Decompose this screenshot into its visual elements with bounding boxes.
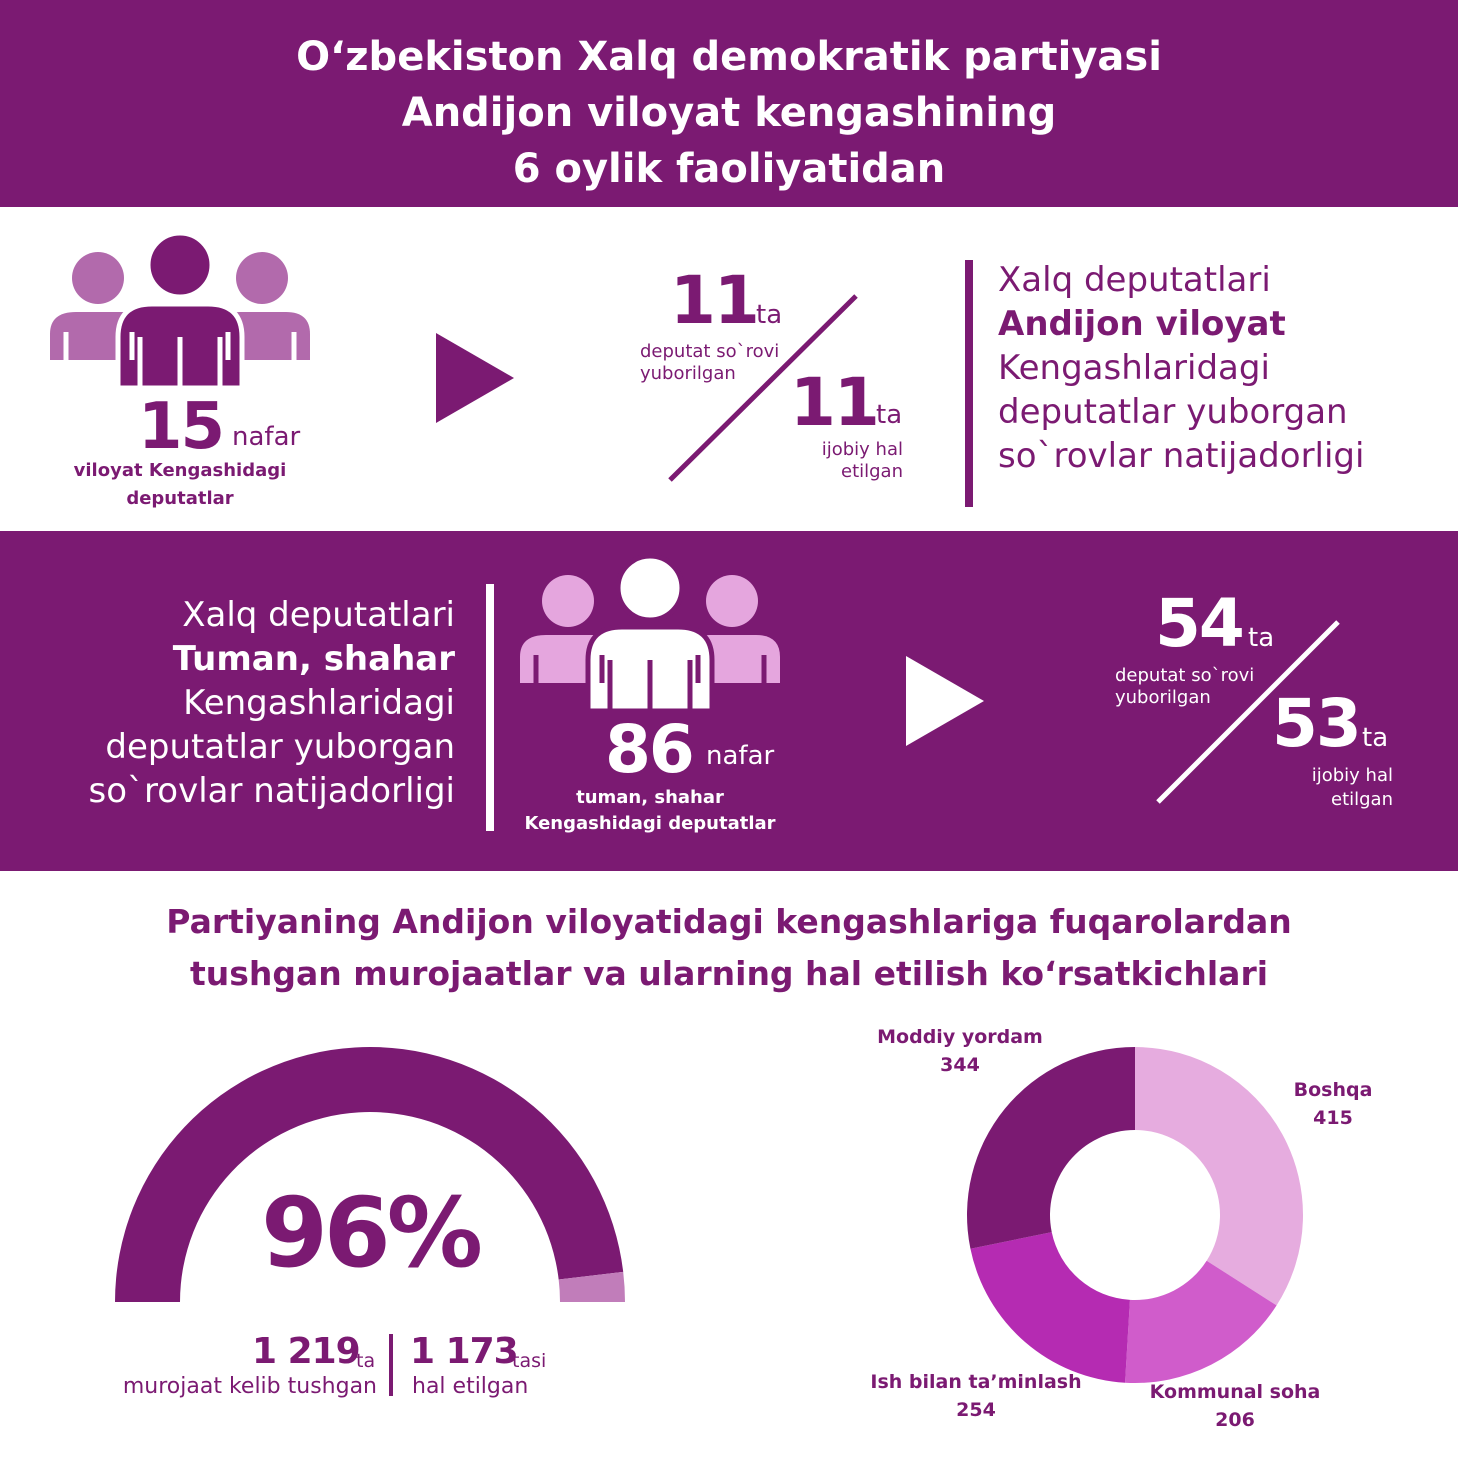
pie-label-ish-bilan: Ish bilan ta’minlash 254 — [856, 1368, 1096, 1424]
vertical-divider — [965, 260, 973, 507]
district-desc-line-4: deputatlar yuborgan — [105, 727, 455, 767]
regional-desc-line-2: Andijon viloyat — [998, 304, 1286, 344]
district-requests-sent-label-1: deputat so`rovi — [1115, 665, 1255, 686]
pie-slice-ish-bilan — [970, 1232, 1130, 1383]
regional-deputies-count: 15 — [138, 390, 225, 464]
regional-requests-solved-label-2: etilgan — [841, 461, 903, 482]
regional-requests-sent-unit: ta — [756, 300, 783, 330]
person-icon-lines — [533, 655, 767, 711]
pie-label-kommunal-soha: Kommunal soha 206 — [1130, 1378, 1340, 1434]
district-requests-solved-label-1: ijobiy hal — [1311, 765, 1393, 786]
regional-requests-solved-unit: ta — [876, 400, 903, 430]
district-requests-solved-unit: ta — [1362, 723, 1389, 753]
arrow-right-icon — [906, 656, 984, 746]
regional-requests-solved-label-1: ijobiy hal — [821, 439, 903, 460]
regional-requests-sent-label-2: yuborilgan — [640, 363, 736, 384]
page-title-line-1: O‘zbekiston Xalq demokratik partiyasi — [296, 34, 1162, 80]
appeals-resolved-unit: tasi — [512, 1350, 547, 1372]
gauge-arc-remaining — [558, 1271, 625, 1302]
regional-requests-sent-label-1: deputat so`rovi — [640, 341, 780, 362]
pie-label-ish-bilan-name: Ish bilan ta’minlash — [870, 1371, 1082, 1393]
pie-slice-boshqa — [1135, 1047, 1303, 1306]
pie-label-moddiy-yordam-name: Moddiy yordam — [877, 1026, 1043, 1048]
regional-desc-line-3: Kengashlaridagi — [998, 348, 1270, 388]
district-deputies-label-2: Kengashidagi deputatlar — [524, 813, 776, 834]
appeals-received-label: murojaat kelib tushgan — [122, 1374, 377, 1399]
regional-deputies-unit: nafar — [232, 422, 301, 452]
pie-label-kommunal-soha-name: Kommunal soha — [1149, 1381, 1321, 1403]
appeals-divider — [389, 1334, 393, 1396]
district-requests-solved-label-2: etilgan — [1331, 789, 1393, 810]
district-requests-sent-label-2: yuborilgan — [1115, 687, 1211, 708]
regional-desc-line-1: Xalq deputatlari — [998, 260, 1271, 300]
gauge-arc-resolved — [115, 1046, 624, 1302]
appeals-received-value: 1 219 — [252, 1331, 361, 1372]
regional-deputies-label-1: viloyat Kengashidagi — [73, 460, 287, 481]
pie-slice-kommunal-soha — [1125, 1260, 1277, 1383]
appeals-received-unit: ta — [356, 1350, 376, 1372]
person-icon-lines — [63, 332, 297, 388]
pie-label-boshqa-name: Boshqa — [1293, 1079, 1373, 1101]
district-deputies-label-1: tuman, shahar — [576, 787, 724, 808]
slash-divider-regional — [668, 294, 858, 482]
district-desc-line-3: Kengashlaridagi — [183, 683, 455, 723]
people-icon-group-district — [520, 555, 780, 713]
regional-desc-line-4: deputatlar yuborgan — [998, 392, 1348, 432]
pie-label-moddiy-yordam-value: 344 — [940, 1054, 980, 1076]
pie-slice-moddiy-yordam — [967, 1047, 1135, 1249]
page-title-line-3: 6 oylik faoliyatidan — [512, 146, 946, 192]
district-requests-sent-unit: ta — [1248, 623, 1275, 653]
people-icon-group-regional — [50, 232, 310, 390]
regional-requests-solved: 11 — [790, 364, 880, 441]
district-requests-solved: 53 — [1272, 685, 1362, 762]
donut-chart — [967, 1047, 1303, 1383]
appeals-resolved-value: 1 173 — [410, 1331, 519, 1372]
vertical-divider — [486, 584, 494, 831]
appeals-heading-line-2: tushgan murojaatlar va ularning hal etil… — [189, 954, 1269, 993]
pie-label-boshqa-value: 415 — [1313, 1107, 1353, 1129]
arrow-right-icon — [436, 333, 514, 423]
regional-description: Xalq deputatlari Andijon viloyat Kengash… — [998, 258, 1364, 478]
pie-label-kommunal-soha-value: 206 — [1215, 1409, 1255, 1431]
regional-desc-line-5: so`rovlar natijadorligi — [998, 436, 1365, 476]
district-deputies-count: 86 — [605, 711, 695, 788]
district-deputies-unit: nafar — [706, 741, 775, 771]
district-desc-line-1: Xalq deputatlari — [182, 595, 455, 635]
district-desc-line-5: so`rovlar natijadorligi — [88, 771, 455, 811]
district-requests-sent: 54 — [1155, 585, 1245, 662]
page-title-line-2: Andijon viloyat kengashining — [401, 90, 1057, 136]
gauge-chart — [115, 1046, 625, 1302]
district-desc-line-2: Tuman, shahar — [172, 639, 455, 679]
gauge-percent-label: 96% — [261, 1177, 483, 1289]
district-description: Xalq deputatlari Tuman, shahar Kengashla… — [60, 593, 455, 813]
regional-deputies-label-2: deputatlar — [126, 488, 234, 509]
pie-label-boshqa: Boshqa 415 — [1258, 1076, 1408, 1132]
appeals-heading-line-1: Partiyaning Andijon viloyatidagi kengash… — [166, 902, 1292, 941]
appeals-resolved-label: hal etilgan — [412, 1374, 529, 1399]
regional-requests-sent: 11 — [670, 262, 760, 339]
header-band: O‘zbekiston Xalq demokratik partiyasi An… — [0, 0, 1458, 207]
slash-divider-district — [1156, 620, 1340, 804]
pie-label-ish-bilan-value: 254 — [956, 1399, 996, 1421]
appeals-heading: Partiyaning Andijon viloyatidagi kengash… — [0, 896, 1458, 1000]
pie-label-moddiy-yordam: Moddiy yordam 344 — [850, 1023, 1070, 1079]
district-band: Xalq deputatlari Tuman, shahar Kengashla… — [0, 531, 1458, 871]
